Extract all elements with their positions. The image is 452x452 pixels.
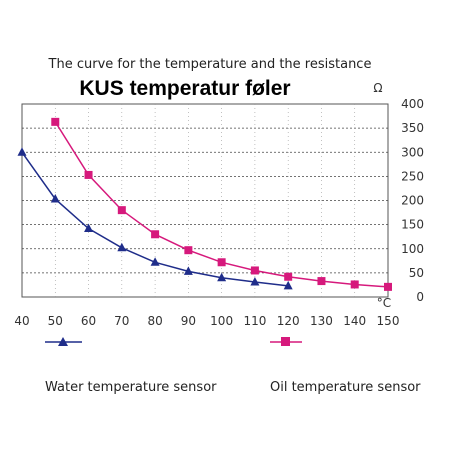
data-point [151,230,160,239]
x-tick-label: 100 [210,314,233,328]
y-tick-label: 50 [409,266,424,280]
plot-area [21,103,389,298]
data-point [150,257,160,266]
data-point [217,272,227,282]
y-unit-label: Ω [373,81,382,95]
x-tick-label: 50 [48,314,63,328]
data-point [184,246,193,255]
x-tick-label: 150 [377,314,400,328]
y-tick-label: 100 [401,242,424,256]
y-tick-label: 0 [416,290,424,304]
data-point [84,223,94,232]
y-tick-label: 200 [401,194,424,208]
x-tick-label: 140 [343,314,366,328]
grid-lines [22,104,388,297]
y-axis-ticks: 0 50 100 150 200 250 300 350 400 [401,97,424,304]
data-point [84,170,93,179]
data-point [117,242,127,252]
legend-label-water: Water temperature sensor [45,380,217,395]
x-tick-label: 40 [14,314,29,328]
chart-title: KUS temperatur føler [79,77,290,100]
data-point [50,194,60,203]
legend-label-oil: Oil temperature sensor [270,380,421,395]
data-point [284,272,293,281]
y-tick-label: 300 [401,145,424,159]
data-point [384,282,392,291]
y-tick-label: 400 [401,97,424,111]
data-point [217,258,226,267]
x-tick-label: 110 [243,314,266,328]
data-point [350,280,359,289]
y-tick-label: 150 [401,218,424,232]
series-layer [17,117,392,291]
x-tick-label: 70 [114,314,129,328]
legend-marker-triangle-icon [58,337,68,346]
data-point [51,117,60,126]
x-tick-label: 90 [181,314,196,328]
x-unit-label: °C [377,296,391,310]
x-axis-ticks: 40 50 60 70 80 90 100 110 120 130 140 150 [14,314,399,328]
y-tick-label: 250 [401,169,424,183]
series-0 [17,147,293,290]
chart-subtitle: The curve for the temperature and the re… [48,57,372,72]
data-point [117,206,126,215]
x-tick-label: 80 [147,314,162,328]
data-point [283,280,293,290]
y-tick-label: 350 [401,121,424,135]
data-point [317,277,326,286]
data-point [250,277,260,286]
x-tick-label: 120 [277,314,300,328]
legend-marker-square-icon [281,337,290,346]
data-point [183,266,193,275]
x-tick-label: 130 [310,314,333,328]
data-point [250,266,259,275]
x-tick-label: 60 [81,314,96,328]
data-point [17,147,27,156]
series-1 [51,117,392,291]
